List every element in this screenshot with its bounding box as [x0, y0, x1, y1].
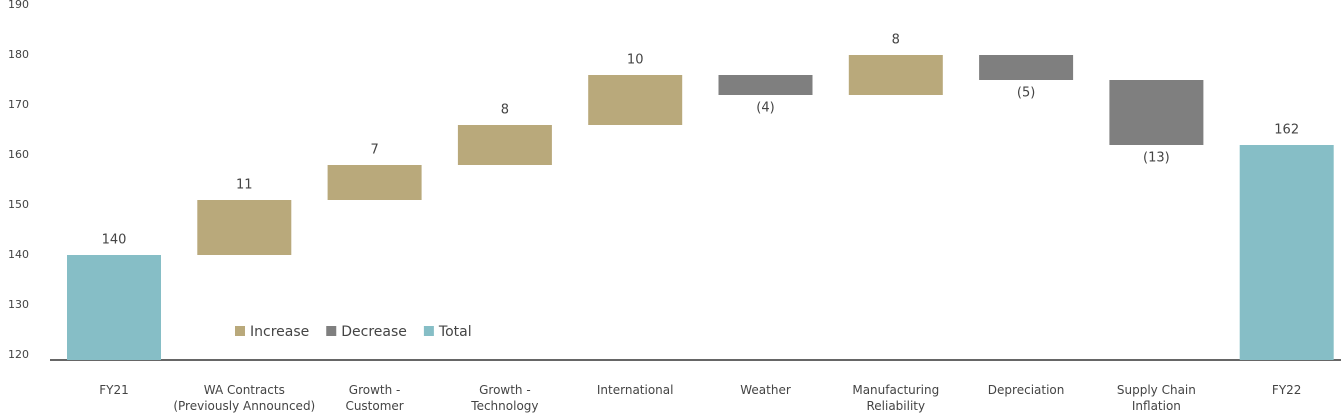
data-label: 11 — [236, 178, 253, 193]
data-label: 8 — [892, 33, 900, 48]
bar — [457, 125, 552, 165]
y-tick-label: 170 — [8, 98, 29, 111]
data-label: 8 — [501, 103, 509, 118]
x-tick-label: WA Contracts (Previously Announced) — [173, 383, 316, 413]
x-tick-label: FY22 — [1271, 383, 1302, 397]
bar — [1239, 145, 1334, 360]
bar — [588, 75, 683, 125]
x-tick-label: Growth - Customer — [345, 383, 404, 413]
legend-swatch — [235, 326, 245, 336]
y-tick-label: 160 — [8, 148, 29, 161]
bar — [848, 55, 943, 95]
y-tick-label: 130 — [8, 298, 29, 311]
x-tick-label: Growth - Technology — [471, 383, 539, 413]
bar — [979, 55, 1074, 80]
x-tick-label: Manufacturing Reliability — [852, 383, 940, 413]
y-tick-label: 190 — [8, 0, 29, 11]
y-tick-label: 150 — [8, 198, 29, 211]
data-label: (4) — [756, 101, 774, 116]
data-label: (13) — [1143, 151, 1170, 166]
data-label: 10 — [627, 53, 644, 68]
bar — [67, 255, 161, 360]
x-tick-label: Depreciation — [987, 383, 1065, 397]
legend-label: Decrease — [341, 324, 407, 340]
legend-label: Increase — [250, 324, 309, 340]
data-label: 140 — [102, 233, 127, 248]
legend-swatch — [326, 326, 337, 336]
legend-swatch — [423, 326, 434, 336]
x-tick-label: FY21 — [99, 383, 129, 397]
x-tick-label: Supply Chain Inflation — [1116, 383, 1196, 413]
bar — [718, 75, 813, 95]
y-tick-label: 180 — [8, 48, 29, 61]
data-label: 162 — [1274, 123, 1299, 138]
data-label: 7 — [370, 143, 378, 158]
bar — [327, 165, 422, 200]
legend-label: Total — [438, 324, 472, 340]
data-label: (5) — [1017, 86, 1035, 101]
bar — [197, 200, 292, 255]
y-tick-label: 140 — [8, 248, 29, 261]
x-tick-label: International — [596, 383, 674, 397]
y-tick-label: 120 — [8, 348, 29, 361]
bar — [1109, 80, 1204, 145]
x-tick-label: Weather — [740, 383, 791, 397]
